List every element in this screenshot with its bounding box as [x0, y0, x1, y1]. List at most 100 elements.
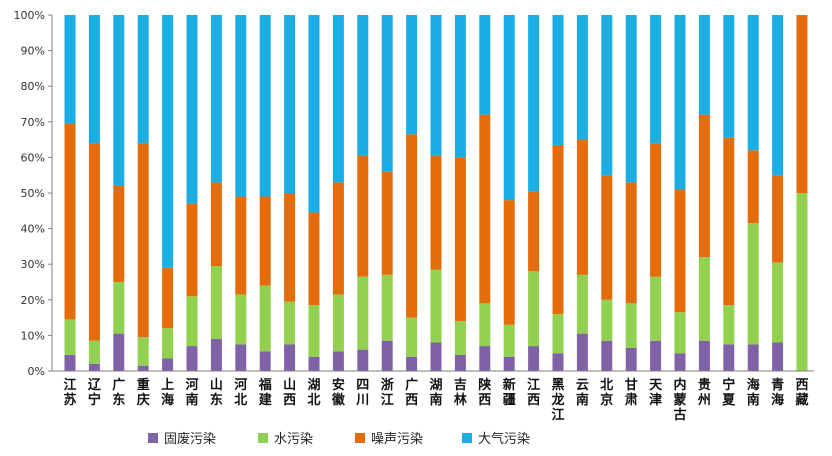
bar-segment [210, 265, 222, 339]
bar-segment [723, 137, 735, 306]
bar-segment [576, 139, 588, 275]
bar-segment [235, 344, 247, 371]
bar-segment [64, 123, 76, 320]
x-tick-label: 江 [63, 377, 76, 393]
x-tick-label: 宁 [722, 377, 735, 393]
bar-segment [308, 356, 320, 371]
bar-segment [235, 15, 247, 197]
bar-segment [332, 182, 344, 295]
bar-segment [601, 340, 613, 371]
bar-segment [137, 143, 149, 338]
bar-segment [454, 321, 466, 355]
x-tick-label: 贵 [698, 377, 711, 393]
bar-segment [625, 15, 637, 183]
legend-label: 水污染 [274, 432, 314, 447]
bar-segment [430, 269, 442, 343]
bar-segment [772, 15, 784, 176]
bar-segment [186, 346, 198, 371]
legend-item: 噪声污染 [355, 428, 423, 447]
bar-segment [381, 15, 393, 172]
bar-segment [186, 203, 198, 297]
x-tick-label: 天 [649, 378, 663, 393]
bar-segment [357, 276, 369, 350]
bar-segment [332, 294, 344, 352]
bar-segment [430, 155, 442, 270]
x-tick-label: 肃 [625, 392, 638, 408]
bar-segment [576, 274, 588, 334]
legend-swatch [355, 432, 365, 443]
bar-segment [772, 175, 784, 263]
x-tick-label: 江 [551, 407, 564, 423]
x-tick-label: 福 [258, 377, 272, 393]
bar-segment [284, 193, 296, 302]
x-tick-label: 新 [503, 377, 516, 393]
bar-segment [674, 189, 686, 313]
bar-segment [381, 340, 393, 371]
x-tick-label: 疆 [503, 393, 516, 408]
bar-segment [64, 319, 76, 355]
bar-segment [308, 305, 320, 357]
x-tick-label: 甘 [625, 377, 638, 393]
bar-segment [284, 301, 296, 345]
legend-swatch [148, 432, 158, 443]
bar-segment [357, 349, 369, 371]
y-tick-label: 70% [21, 116, 45, 129]
bar-segment [552, 353, 564, 371]
bar-segment [747, 344, 759, 371]
legend-label: 噪声污染 [371, 432, 424, 447]
x-tick-label: 建 [259, 392, 272, 408]
bar-segment [88, 363, 100, 371]
y-tick-label: 30% [21, 258, 45, 271]
x-tick-label: 津 [649, 392, 662, 408]
bars-group [64, 15, 808, 371]
y-tick-label: 80% [21, 80, 45, 93]
bar-segment [406, 15, 418, 135]
legend-item: 大气污染 [462, 428, 530, 447]
bar-segment [64, 15, 76, 124]
bar-segment [723, 15, 735, 138]
x-tick-label: 河 [234, 377, 247, 393]
bar-segment [259, 285, 271, 352]
bar-segment [381, 171, 393, 275]
x-tick-label: 海 [747, 377, 760, 393]
y-axis: 0% 10% 20% 30% 40% 50% 60% 70% 80% 90% 100% [14, 9, 53, 378]
x-tick-label: 庆 [136, 392, 150, 408]
y-tick-label: 100% [14, 9, 45, 22]
bar-segment [113, 282, 125, 334]
x-axis: 江苏辽宁广东重庆上海河南山东河北福建山西湖北安徽四川浙江广西湖南吉林陕西新疆江西… [52, 370, 815, 423]
bar-segment [772, 262, 784, 343]
bar-segment [259, 15, 271, 197]
x-tick-label: 广 [405, 377, 418, 393]
bar-segment [796, 15, 808, 193]
bar-segment [601, 175, 613, 300]
x-tick-label: 西 [283, 393, 296, 408]
bar-segment [430, 342, 442, 371]
bar-segment [650, 143, 662, 277]
x-tick-label: 西 [478, 393, 491, 408]
bar-segment [162, 328, 174, 359]
bar-segment [601, 299, 613, 341]
x-tick-label: 西 [405, 393, 418, 408]
bar-segment [552, 314, 564, 354]
bar-segment [625, 347, 637, 371]
x-tick-label: 河 [185, 377, 198, 393]
bar-segment [796, 193, 808, 371]
x-tick-label: 夏 [721, 393, 736, 408]
x-tick-label: 海 [771, 392, 784, 408]
x-tick-label: 东 [112, 392, 125, 408]
bar-segment [210, 338, 222, 371]
bar-segment [259, 351, 271, 371]
bar-segment [454, 15, 466, 158]
bar-segment [747, 150, 759, 224]
x-tick-label: 古 [673, 407, 686, 423]
x-tick-label: 辽 [88, 378, 102, 393]
y-tick-label: 20% [21, 294, 45, 307]
bar-segment [674, 312, 686, 354]
bar-segment [186, 15, 198, 204]
bar-segment [210, 15, 222, 183]
bar-segment [772, 342, 784, 371]
bar-segment [479, 303, 491, 347]
legend-label: 大气污染 [478, 432, 531, 447]
bar-segment [503, 15, 515, 201]
bar-segment [650, 340, 662, 371]
